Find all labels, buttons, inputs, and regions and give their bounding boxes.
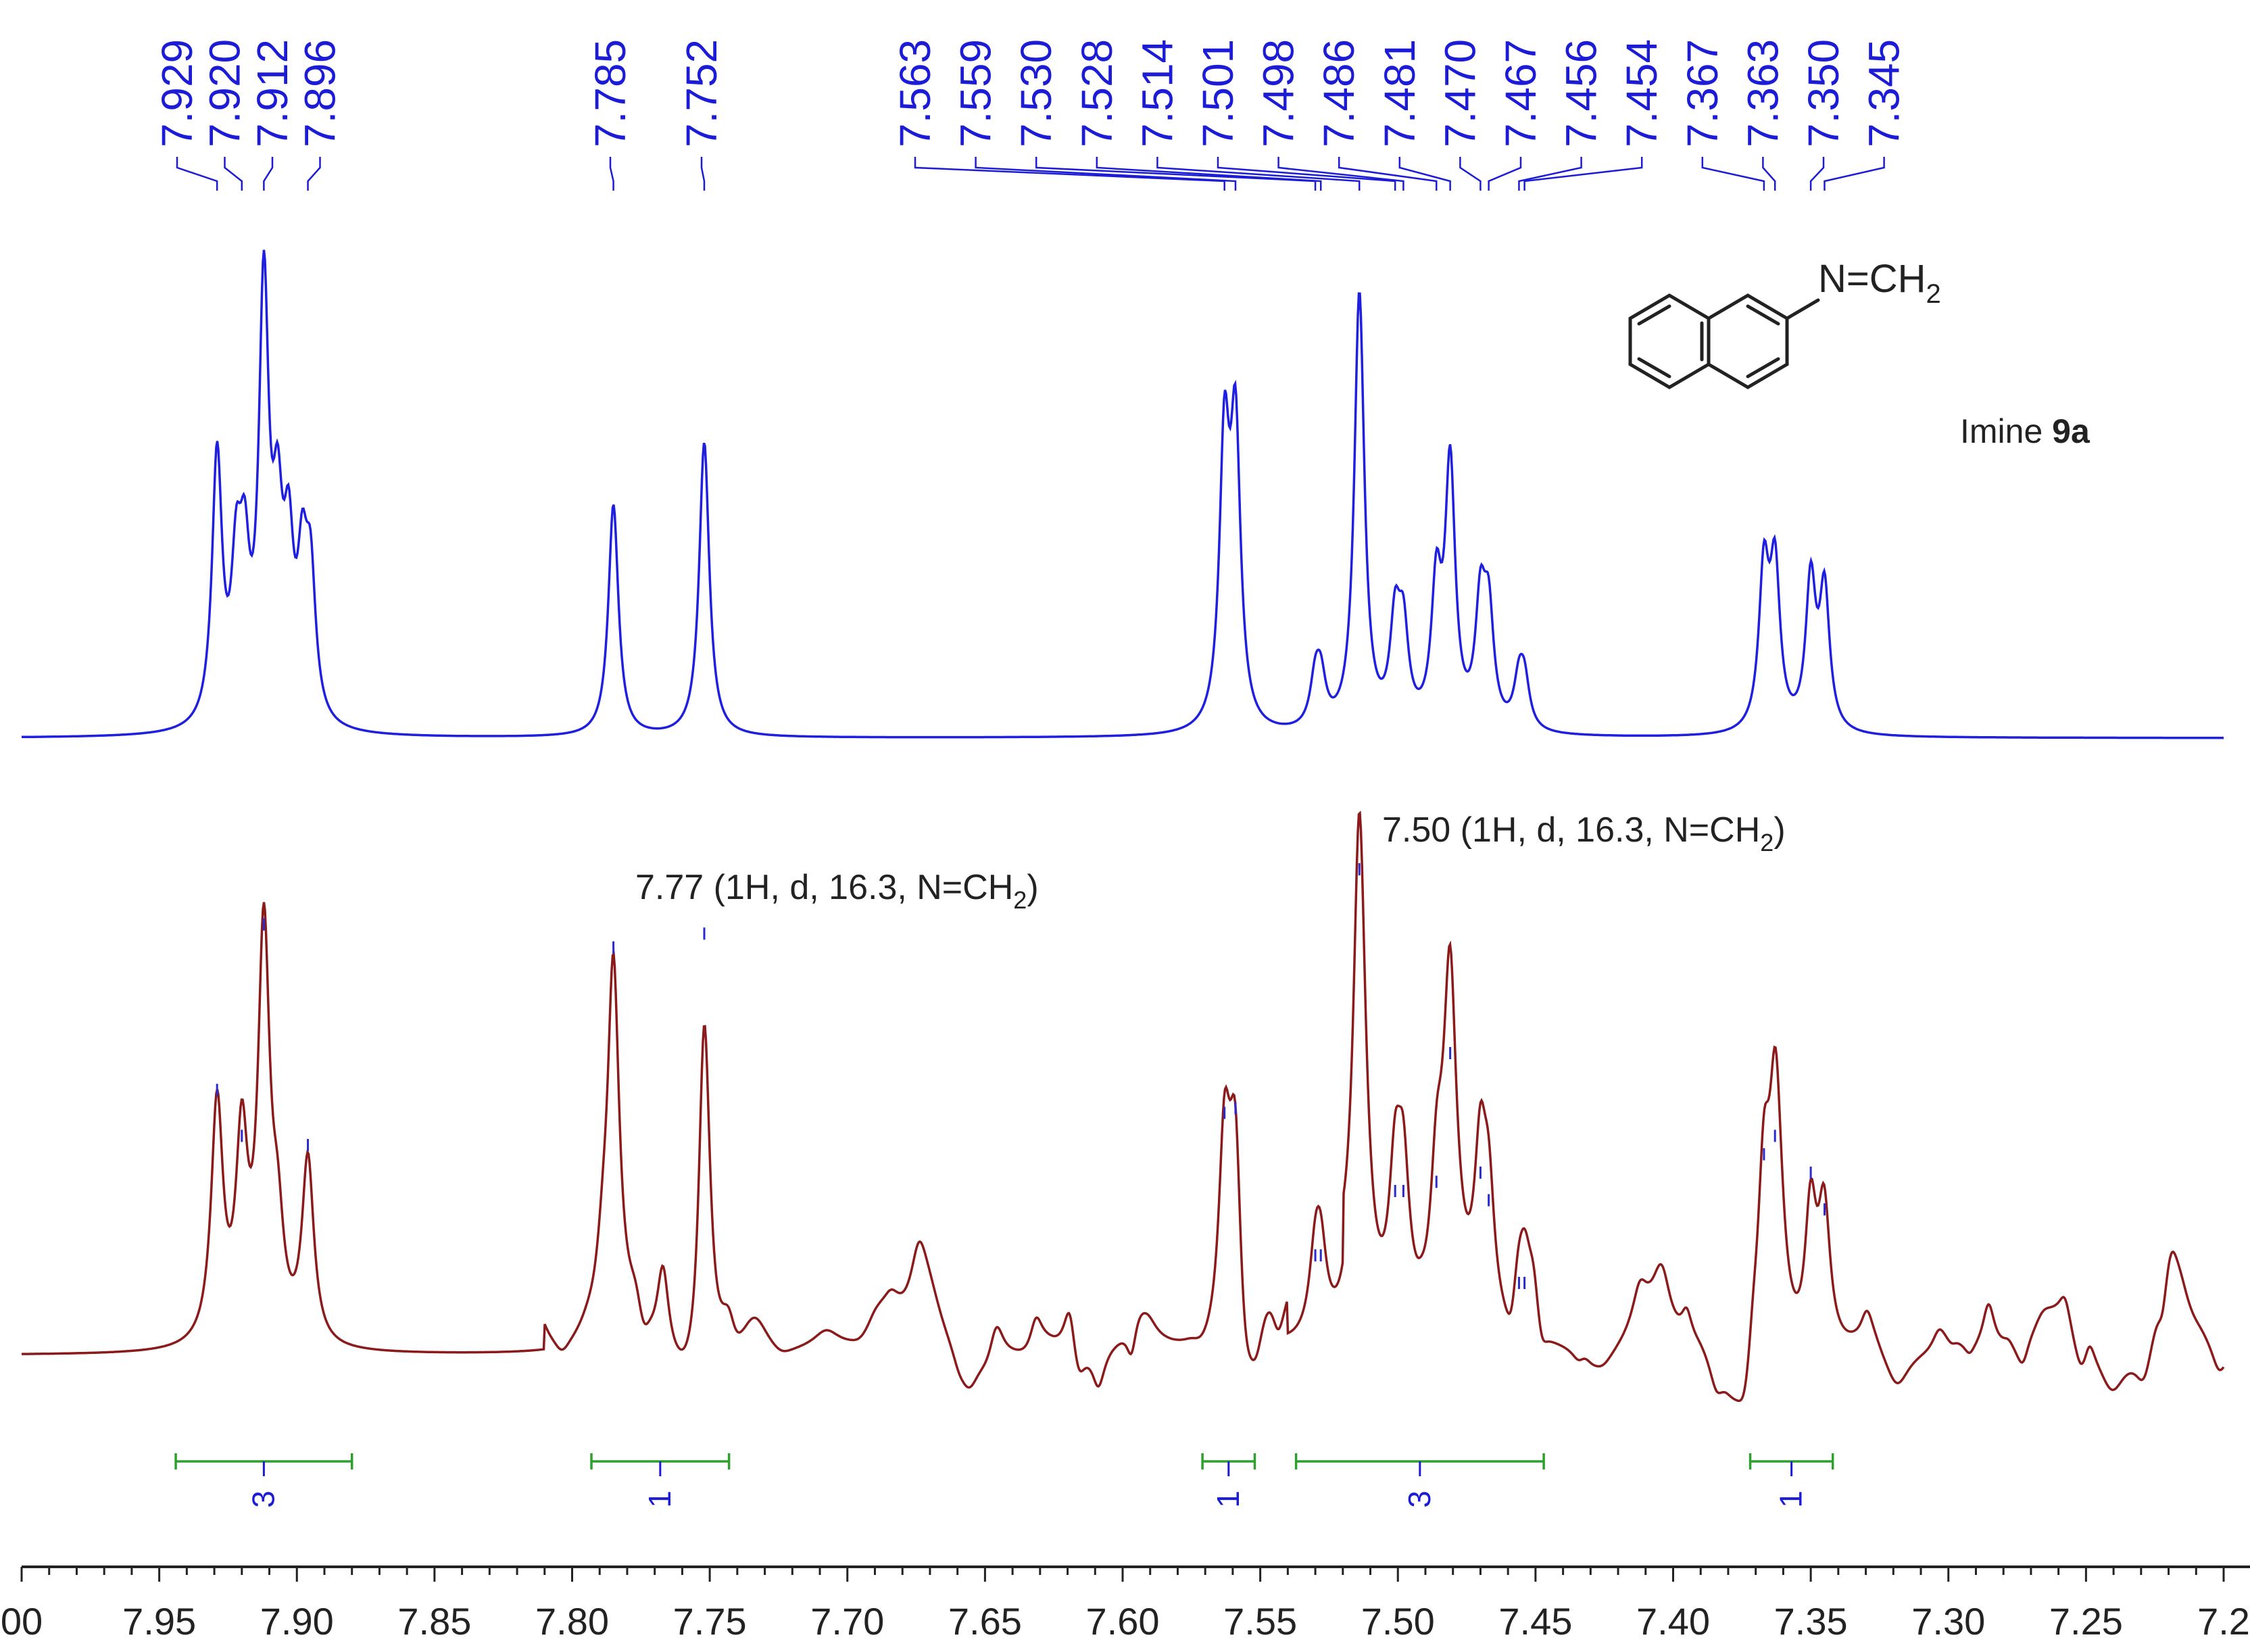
compound-prefix: Imine (1960, 412, 2052, 450)
peak-label-leader (1762, 157, 1776, 191)
peak-label: 7.896 (296, 39, 345, 147)
integral-group: 3 1 1 3 1 (174, 1453, 1834, 1508)
peak-label-leader (1523, 157, 1643, 191)
peak-label-leader (700, 157, 706, 191)
peak-label-leader (1338, 157, 1438, 191)
x-tick-label: 7.30 (1911, 1600, 1985, 1643)
x-tick-label: 00 (1, 1600, 43, 1643)
x-tick-label: 7.25 (2049, 1600, 2123, 1643)
peak-label-leader (1809, 157, 1825, 191)
annotation-close: ) (1027, 868, 1038, 907)
experimental-spectrum-line (21, 810, 2225, 1403)
x-tick-label: 7.45 (1498, 1600, 1572, 1643)
annotation-subscript: 2 (1013, 886, 1027, 914)
x-tick-label: 7.70 (810, 1600, 884, 1643)
peak-label: 7.470 (1436, 39, 1484, 147)
peak-label: 7.454 (1617, 39, 1666, 147)
peak-label: 7.514 (1133, 39, 1181, 147)
peak-label-leader (1518, 157, 1582, 191)
peak-label: 7.752 (677, 39, 726, 147)
peak-label-leader (1277, 157, 1404, 191)
peak-label: 7.920 (201, 39, 249, 147)
peak-label: 7.456 (1557, 39, 1606, 147)
peak-label: 7.498 (1254, 39, 1303, 147)
x-tick-label: 7.65 (948, 1600, 1022, 1643)
integral-value: 1 (1774, 1490, 1809, 1508)
peak-label: 7.929 (153, 39, 201, 147)
peak-label-leader (263, 157, 274, 191)
ring-double-bond (1746, 357, 1780, 379)
integral-value: 3 (245, 1490, 280, 1508)
peak-label-leader (914, 157, 1225, 191)
peak-label-leader (224, 157, 243, 191)
peak-label-leader (1217, 157, 1396, 191)
peak-label-leader (1488, 157, 1522, 191)
annotation-text: 7.77 (1H, d, 16.3, N=CH (635, 868, 1013, 907)
ring-double-bond (1637, 304, 1671, 326)
peak-label-leader (609, 157, 614, 191)
peak-label-leader (1459, 157, 1482, 191)
x-tick-label: 7.2 (2197, 1600, 2250, 1643)
peak-label: 7.530 (1012, 39, 1060, 147)
peak-label-leader (1035, 157, 1317, 191)
computed-spectrum-line (22, 249, 2224, 739)
peak-pick-marks (216, 863, 1826, 1289)
peak-label-leader (975, 157, 1237, 191)
compound-id: 9a (2052, 412, 2090, 450)
annotation-close: ) (1774, 810, 1785, 850)
peak-label: 7.559 (952, 39, 1000, 147)
right-benzene-ring (1707, 293, 1789, 389)
x-axis: 00 7.95 7.90 7.85 7.80 7.75 7.70 7.65 7.60 7.55 7.… (1, 1565, 2250, 1643)
peak-label: 7.501 (1194, 39, 1242, 147)
peak-label: 7.563 (891, 39, 939, 147)
peak-label: 7.481 (1375, 39, 1424, 147)
peak-label-leader (176, 157, 218, 191)
annotation-text: 7.50 (1H, d, 16.3, N=CH (1382, 810, 1760, 850)
peak-label: 7.785 (586, 39, 635, 147)
x-tick-label: 7.90 (260, 1600, 334, 1643)
peak-label-leader (1096, 157, 1322, 191)
peak-label: 7.528 (1073, 39, 1121, 147)
peak-label: 7.486 (1315, 39, 1363, 147)
imine-group-label: N=CH2 (1818, 257, 1941, 309)
peak-label: 7.912 (248, 39, 297, 147)
ring-double-bond (1637, 357, 1671, 379)
integral-value: 1 (1210, 1490, 1246, 1508)
peak-label: 7.367 (1678, 39, 1727, 147)
peak-label: 7.467 (1496, 39, 1545, 147)
x-tick-label: 7.55 (1223, 1600, 1297, 1643)
x-tick-label: 7.60 (1086, 1600, 1160, 1643)
integral-value: 3 (1402, 1490, 1437, 1508)
x-tick-label: 7.40 (1636, 1600, 1710, 1643)
chemical-structure (1628, 293, 1820, 389)
ring-double-bond (1746, 304, 1780, 326)
x-tick-label: 7.75 (673, 1600, 747, 1643)
peak-label: 7.345 (1860, 39, 1909, 147)
x-tick-label: 7.95 (122, 1600, 196, 1643)
integral-value: 1 (642, 1490, 677, 1508)
computed-spectrum (22, 249, 2224, 739)
c-n-bond (1785, 298, 1820, 320)
peak-label-leader (1398, 157, 1451, 191)
x-tick-label: 7.50 (1361, 1600, 1435, 1643)
imine-group-text: N=CH (1818, 257, 1926, 301)
annotation-h-7-77: 7.77 (1H, d, 16.3, N=CH2) (635, 868, 1039, 914)
left-benzene-ring (1628, 293, 1711, 389)
imine-group-subscript: 2 (1926, 279, 1941, 309)
compound-label: Imine 9a (1960, 412, 2090, 450)
x-tick-label: 7.80 (535, 1600, 609, 1643)
annotation-subscript: 2 (1760, 829, 1774, 856)
peak-label-leader (1156, 157, 1361, 191)
peak-label: 7.350 (1799, 39, 1848, 147)
experimental-spectrum (21, 810, 2225, 1403)
peak-label-leader (1701, 157, 1765, 191)
peak-label: 7.363 (1738, 39, 1787, 147)
annotation-h-7-50: 7.50 (1H, d, 16.3, N=CH2) (1382, 810, 1786, 856)
peak-label-leader (307, 157, 321, 191)
x-tick-label: 7.85 (397, 1600, 471, 1643)
x-tick-label: 7.35 (1774, 1600, 1848, 1643)
peak-label-leader (1824, 157, 1885, 191)
